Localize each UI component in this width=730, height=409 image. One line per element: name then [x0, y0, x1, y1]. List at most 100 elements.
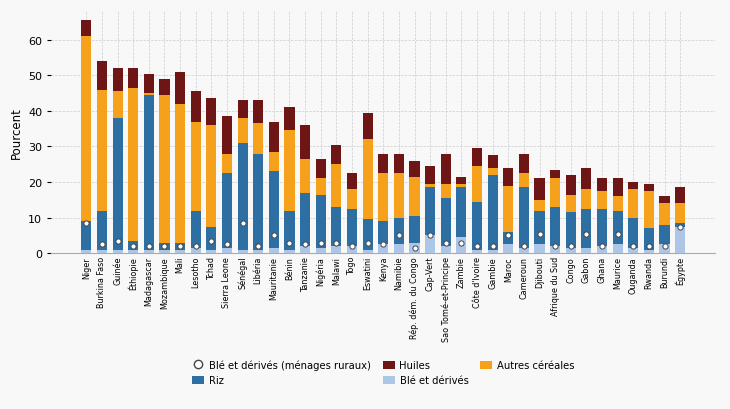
Point	[346, 243, 358, 250]
Point	[96, 241, 108, 248]
Bar	[410, 177, 420, 216]
Bar	[347, 247, 357, 254]
Bar	[378, 154, 388, 174]
Bar	[97, 62, 107, 90]
Bar	[659, 245, 669, 254]
Bar	[581, 169, 591, 190]
Bar	[300, 160, 310, 193]
Point	[268, 233, 280, 239]
Bar	[393, 154, 404, 174]
Point	[315, 240, 326, 246]
Bar	[441, 199, 451, 247]
Bar	[566, 175, 576, 195]
Point	[112, 238, 123, 245]
Point	[253, 243, 264, 250]
Point	[206, 238, 218, 245]
Bar	[566, 195, 576, 213]
Bar	[393, 174, 404, 218]
Bar	[456, 184, 466, 188]
Bar	[331, 207, 342, 247]
Bar	[159, 250, 169, 254]
Point	[284, 240, 296, 246]
Bar	[207, 227, 217, 250]
Bar	[612, 197, 623, 211]
Point	[643, 243, 655, 250]
Point	[549, 243, 561, 250]
Bar	[300, 193, 310, 247]
Bar	[331, 145, 342, 165]
Bar	[144, 250, 154, 254]
Point	[331, 240, 342, 246]
Bar	[378, 222, 388, 245]
Point	[299, 241, 311, 248]
Point	[424, 233, 436, 239]
Bar	[253, 250, 264, 254]
Point	[174, 243, 186, 250]
Bar	[363, 220, 373, 250]
Bar	[363, 140, 373, 220]
Bar	[566, 248, 576, 254]
Bar	[222, 248, 232, 254]
Bar	[269, 248, 279, 254]
Point	[393, 233, 404, 239]
Bar	[503, 186, 513, 232]
Point	[158, 243, 170, 250]
Bar	[566, 213, 576, 248]
Bar	[503, 169, 513, 186]
Bar	[410, 243, 420, 254]
Bar	[159, 96, 169, 243]
Bar	[191, 122, 201, 211]
Bar	[441, 247, 451, 254]
Point	[675, 224, 686, 230]
Bar	[488, 175, 498, 250]
Bar	[253, 101, 264, 124]
Bar	[659, 197, 669, 204]
Bar	[175, 105, 185, 243]
Bar	[378, 174, 388, 222]
Bar	[659, 225, 669, 245]
Bar	[175, 73, 185, 105]
Bar	[144, 74, 154, 94]
Bar	[144, 94, 154, 96]
Bar	[472, 250, 482, 254]
Bar	[488, 156, 498, 169]
Bar	[285, 131, 295, 211]
Bar	[315, 179, 326, 195]
Bar	[237, 250, 247, 254]
Bar	[441, 154, 451, 184]
Bar	[675, 188, 685, 204]
Bar	[425, 184, 435, 188]
Bar	[331, 165, 342, 207]
Bar	[534, 245, 545, 254]
Bar	[112, 69, 123, 92]
Bar	[629, 218, 638, 248]
Bar	[550, 170, 560, 179]
Legend: Blé et dérivés (ménages ruraux), Riz, Huiles, Blé et dérivés, Autres céréales: Blé et dérivés (ménages ruraux), Riz, Hu…	[191, 360, 575, 385]
Bar	[550, 247, 560, 254]
Point	[518, 243, 530, 250]
Point	[143, 243, 155, 250]
Bar	[300, 247, 310, 254]
Bar	[191, 92, 201, 122]
Bar	[659, 204, 669, 225]
Bar	[503, 232, 513, 245]
Bar	[285, 250, 295, 254]
Bar	[315, 248, 326, 254]
Bar	[128, 69, 138, 89]
Bar	[97, 90, 107, 211]
Bar	[581, 190, 591, 209]
Bar	[675, 204, 685, 223]
Point	[502, 233, 514, 239]
Bar	[347, 190, 357, 209]
Bar	[612, 245, 623, 254]
Bar	[253, 124, 264, 154]
Point	[440, 240, 452, 246]
Bar	[534, 200, 545, 211]
Bar	[363, 113, 373, 140]
Bar	[81, 21, 91, 37]
Bar	[207, 250, 217, 254]
Bar	[488, 250, 498, 254]
Point	[377, 241, 389, 248]
Bar	[347, 209, 357, 247]
Bar	[597, 191, 607, 209]
